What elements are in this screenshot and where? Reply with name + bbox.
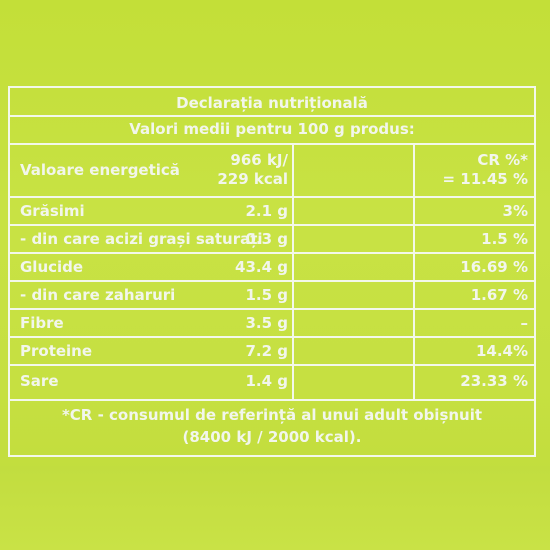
row-label: Sare <box>20 372 59 390</box>
row-value: 229 kcal <box>217 170 288 188</box>
table-row: Glucide 43.4 g 16.69 % <box>10 254 534 281</box>
divider <box>10 399 534 401</box>
row-value: 1.5 g <box>245 286 288 304</box>
table-row: Proteine 7.2 g 14.4% <box>10 338 534 365</box>
divider <box>10 280 534 282</box>
row-value: 1.4 g <box>245 372 288 390</box>
row-value: 3.5 g <box>245 314 288 332</box>
nutrition-table: Declarația nutrițională Valori medii pen… <box>8 86 536 457</box>
package-bottom-area <box>0 466 550 550</box>
column-divider <box>292 143 294 399</box>
row-label: Grăsimi <box>20 202 85 220</box>
divider <box>10 336 534 338</box>
divider <box>10 115 534 117</box>
row-label: Glucide <box>20 258 84 276</box>
table-title: Declarația nutrițională <box>176 94 368 112</box>
divider <box>10 308 534 310</box>
footnote: *CR - consumul de referință al unui adul… <box>61 406 483 424</box>
row-percent: 1.5 % <box>481 230 528 248</box>
row-value: 2.1 g <box>245 202 288 220</box>
table-row: Valoare energetică 966 kJ/ 229 kcal CR %… <box>10 143 534 196</box>
row-value: 0.3 g <box>245 230 288 248</box>
divider <box>10 143 534 145</box>
row-value: 7.2 g <box>245 342 288 360</box>
row-value: 43.4 g <box>235 258 288 276</box>
table-subtitle: Valori medii pentru 100 g produs: <box>129 120 415 138</box>
table-row: - din care acizi grași saturați 0.3 g 1.… <box>10 226 534 253</box>
footnote: (8400 kJ / 2000 kcal). <box>182 428 362 446</box>
column-divider <box>413 143 415 399</box>
row-label: Fibre <box>20 314 64 332</box>
row-percent: 16.69 % <box>460 258 528 276</box>
row-label: Proteine <box>20 342 93 360</box>
row-label: Valoare energetică <box>20 161 180 179</box>
row-label: - din care zaharuri <box>20 286 176 304</box>
divider <box>10 364 534 366</box>
divider <box>10 224 534 226</box>
row-percent: – <box>520 314 529 332</box>
row-percent: 3% <box>502 202 528 220</box>
divider <box>10 252 534 254</box>
divider <box>10 196 534 198</box>
row-value: 966 kJ/ <box>230 151 288 169</box>
row-label: - din care acizi grași saturați <box>20 230 263 248</box>
table-row: - din care zaharuri 1.5 g 1.67 % <box>10 282 534 309</box>
row-percent: 23.33 % <box>460 372 528 390</box>
table-row: Sare 1.4 g 23.33 % <box>10 366 534 399</box>
row-percent: CR %* <box>477 151 528 169</box>
row-percent: 1.67 % <box>470 286 528 304</box>
table-row: Grăsimi 2.1 g 3% <box>10 198 534 225</box>
row-percent: 14.4% <box>475 342 528 360</box>
table-row: Fibre 3.5 g – <box>10 310 534 337</box>
row-percent: = 11.45 % <box>442 170 529 188</box>
